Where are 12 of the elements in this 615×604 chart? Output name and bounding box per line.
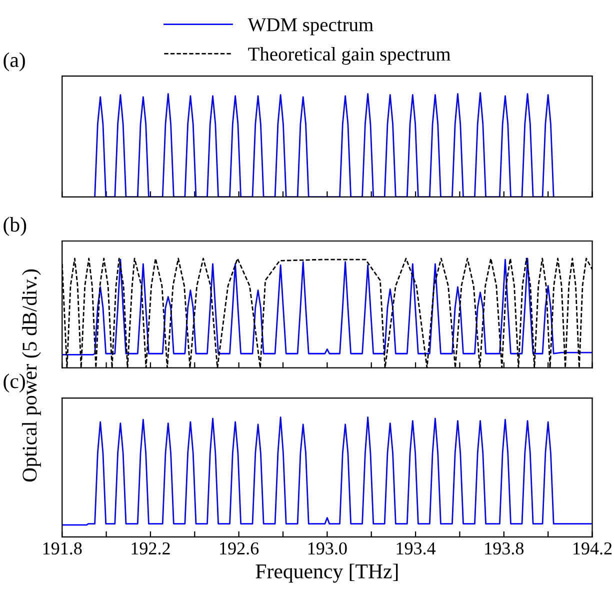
x-tick-label: 191.8 bbox=[43, 542, 82, 555]
x-tick-label: 192.6 bbox=[220, 542, 259, 555]
x-tick-label: 193.0 bbox=[308, 542, 347, 555]
x-tick-label: 193.4 bbox=[396, 542, 436, 555]
x-tick-label: 192.2 bbox=[132, 542, 170, 555]
chart-title: (a) bbox=[4, 52, 25, 72]
legend-label: WDM spectrum bbox=[248, 18, 374, 36]
x-tick-label: 194.2 bbox=[574, 542, 612, 555]
x-tick-label: 193.8 bbox=[485, 542, 524, 555]
x-axis-title: Frequency [THz] bbox=[256, 564, 398, 583]
legend-label: Theoretical gain spectrum bbox=[248, 47, 450, 65]
chart-title: (b) bbox=[4, 217, 26, 236]
